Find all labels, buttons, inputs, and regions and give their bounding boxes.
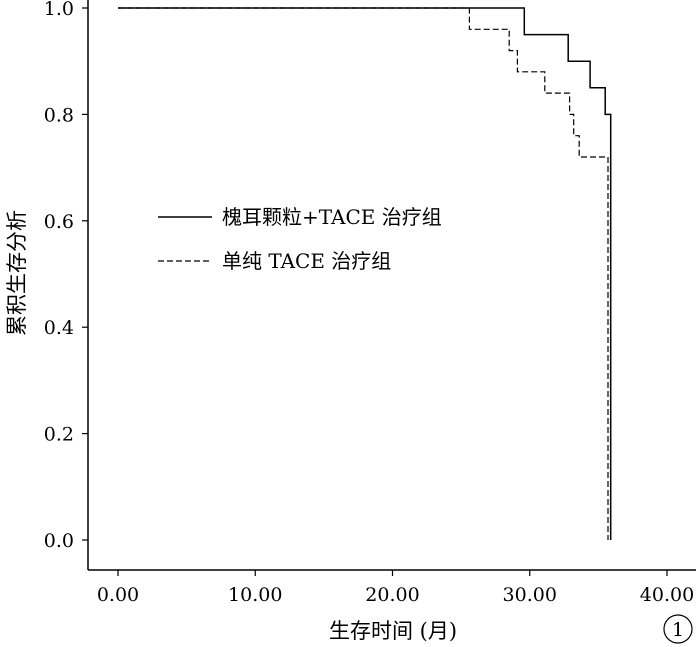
series-line-tace-only bbox=[118, 7, 609, 540]
panel-label: 1 bbox=[663, 614, 693, 644]
y-tick-label: 0.4 bbox=[44, 317, 74, 339]
series-layer bbox=[118, 7, 612, 540]
legend-label-tace-only: 单纯 TACE 治疗组 bbox=[222, 249, 391, 273]
y-tick-label: 0.6 bbox=[44, 211, 74, 233]
y-axis-title: 累积生存分析 bbox=[5, 210, 29, 336]
x-axis-title: 生存时间 (月) bbox=[329, 619, 457, 643]
y-tick-label: 0.8 bbox=[44, 104, 74, 126]
ticks: 0.00 10.00 20.00 30.00 40.00 0.0 0.2 0.4 0.6 0.8 1… bbox=[44, 0, 694, 606]
series-line-combination bbox=[118, 7, 612, 540]
legend-label-combination: 槐耳颗粒+TACE 治疗组 bbox=[222, 205, 442, 229]
y-tick-label: 0.0 bbox=[44, 530, 74, 552]
legend: 槐耳颗粒+TACE 治疗组 单纯 TACE 治疗组 bbox=[158, 205, 442, 273]
x-tick-label: 20.00 bbox=[365, 584, 419, 606]
panel-label-number: 1 bbox=[672, 619, 684, 641]
panel-label-circle bbox=[663, 614, 693, 644]
y-tick-label: 1.0 bbox=[44, 0, 74, 20]
x-tick-label: 0.00 bbox=[97, 584, 139, 606]
axes bbox=[87, 0, 696, 571]
x-tick-label: 10.00 bbox=[228, 584, 282, 606]
y-tick-label: 0.2 bbox=[44, 424, 74, 446]
x-tick-label: 30.00 bbox=[503, 584, 557, 606]
x-tick-label: 40.00 bbox=[640, 584, 694, 606]
